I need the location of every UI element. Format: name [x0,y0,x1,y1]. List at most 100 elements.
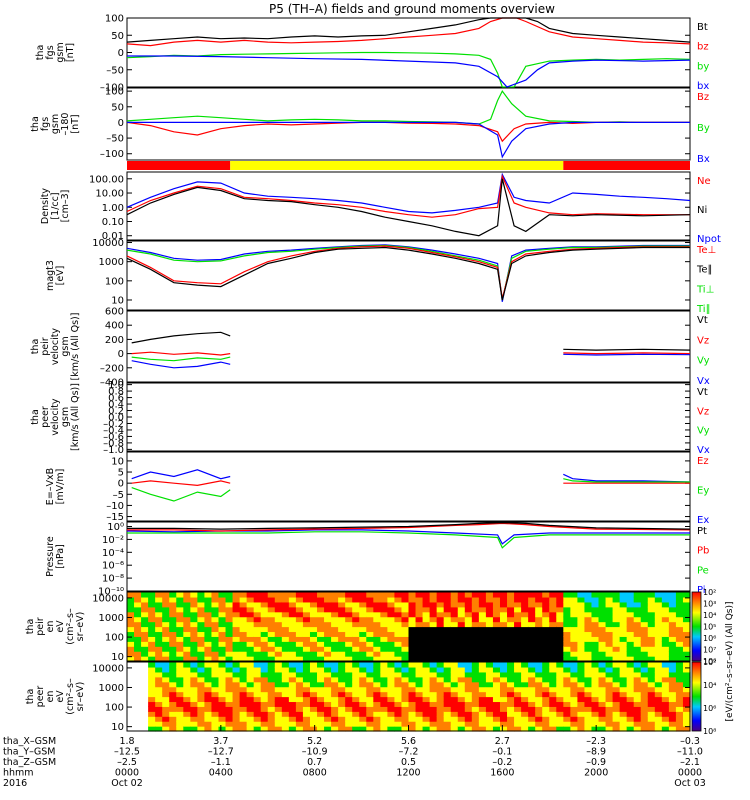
heatmap-cell [148,656,156,662]
heatmap-cell [549,691,557,698]
heatmap-cell [134,592,142,598]
heatmap-cell [295,696,304,703]
y-tick-label: –10 [106,501,124,512]
heatmap-cell [584,666,593,673]
heatmap-cell [352,626,360,633]
heatmap-cell [563,681,571,688]
heatmap-cell [605,691,614,698]
heatmap-cell [302,596,311,603]
heatmap-cell [324,666,332,673]
y-tick-label: 1000 [99,683,124,694]
heatmap-cell [127,606,135,613]
heatmap-cell [605,592,614,598]
heatmap-cell [408,641,417,647]
heatmap-cell [331,656,339,662]
heatmap-cell [345,676,353,683]
heatmap-cell [682,641,691,647]
heatmap-cell [394,641,403,647]
heatmap-cell [464,611,473,618]
heatmap-cell [162,696,170,703]
heatmap-cell [471,616,480,623]
heatmap-cell [394,721,403,727]
heatmap-cell [295,616,304,623]
heatmap-cell [274,631,283,637]
heatmap-cell [169,711,177,717]
heatmap-cell [549,611,557,618]
heatmap-cell [204,726,213,732]
heatmap-cell [598,721,607,727]
heatmap-cell [183,641,191,647]
heatmap-cell [345,601,353,608]
heatmap-cell [661,631,670,637]
heatmap-cell [197,681,206,688]
heatmap-cell [211,671,220,678]
heatmap-cell [563,616,571,623]
x-tick-value: –12.5 [114,747,140,758]
heatmap-cell [338,711,346,717]
heatmap-cell [295,686,304,693]
heatmap-cell [633,651,642,657]
x-tick-value: –0.9 [586,757,606,768]
y-tick-label: 10⁰ [107,522,124,533]
heatmap-cell [661,646,670,652]
heatmap-cell [302,676,311,683]
heatmap-cell [204,621,213,628]
heatmap-cell [302,651,311,657]
legend-entry: Ex [697,515,709,526]
heatmap-cell [626,721,635,727]
heatmap-cell [359,606,367,613]
heatmap-cell [598,671,607,678]
heatmap-cell [366,706,374,712]
heatmap-cell [324,662,332,668]
series-line-green [126,244,690,301]
heatmap-cell [176,706,184,712]
heatmap-cell [155,656,163,662]
heatmap-cell [225,716,234,722]
heatmap-cell [204,611,213,618]
heatmap-cell [429,662,438,668]
heatmap-cell [232,656,241,662]
heatmap-cell [507,641,515,647]
heatmap-cell [464,601,473,608]
heatmap-cell [436,592,445,598]
heatmap-cell [338,592,346,598]
heatmap-cell [148,646,156,652]
heatmap-cell [225,696,234,703]
heatmap-cell [415,726,424,732]
heatmap-cell [309,656,318,662]
heatmap-cell [521,656,529,662]
heatmap-cell [528,636,536,642]
x-tick-value: –1.1 [211,757,231,768]
heatmap-cell [415,636,424,642]
heatmap-cell [556,641,564,647]
heatmap-cell [675,721,684,727]
heatmap-cell [668,681,677,688]
heatmap-cell [633,686,642,693]
heatmap-cell [521,671,529,678]
y-axis-label: sr–eV) [75,612,86,642]
heatmap-cell [514,696,522,703]
heatmap-cell [499,656,508,662]
heatmap-cell [457,691,466,698]
heatmap-cell [492,641,501,647]
heatmap-cell [528,641,536,647]
heatmap-cell [183,596,191,603]
heatmap-cell [211,706,220,712]
colorbar-peir_spec [691,591,702,662]
heatmap-cell [260,656,269,662]
heatmap-cell [577,716,586,722]
heatmap-cell [675,662,684,668]
heatmap-cell [584,706,593,712]
heatmap-cell [408,596,417,603]
heatmap-cell [668,636,677,642]
heatmap-cell [584,721,593,727]
heatmap-cell [528,611,536,618]
heatmap-cell [225,706,234,712]
heatmap-cell [626,651,635,657]
heatmap-cell [675,726,684,732]
heatmap-cell [408,601,417,608]
heatmap-cell [535,666,543,673]
heatmap-cell [197,596,206,603]
heatmap-cell [352,662,360,668]
